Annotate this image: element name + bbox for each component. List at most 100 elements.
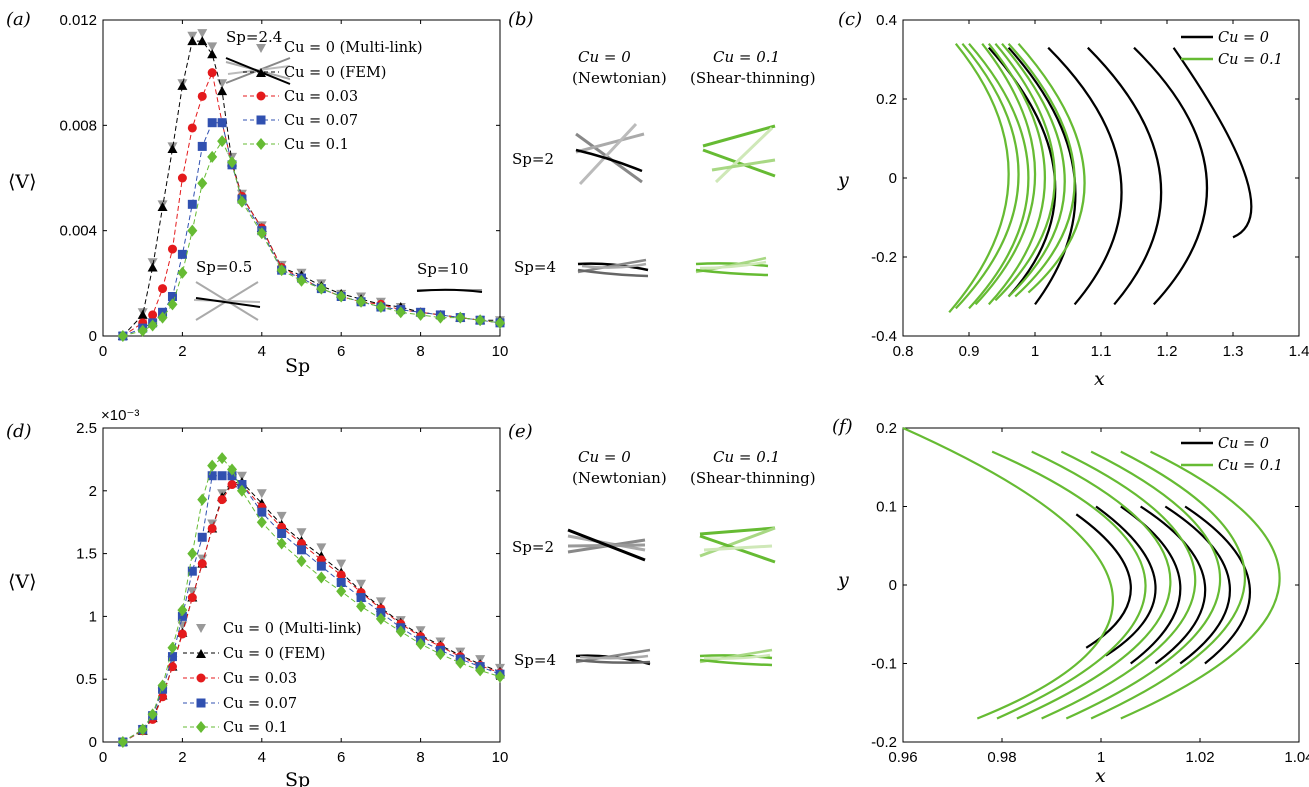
panel-f-ylabel: y — [837, 569, 849, 591]
data-point — [227, 156, 238, 169]
legend-label-cu007-d: Cu = 0.07 — [223, 696, 297, 712]
data-point — [197, 493, 208, 506]
inset-shape-sp05: Sp=0.5 — [193, 258, 261, 321]
data-point — [147, 708, 158, 721]
panel-e-col2-title: Cu = 0.1 — [713, 448, 780, 466]
data-point — [177, 266, 188, 279]
data-point — [336, 290, 347, 303]
panel-f-xlabel: x — [1095, 765, 1106, 787]
panel-b-col2-title: Cu = 0.1 — [713, 48, 780, 66]
data-point — [147, 262, 158, 272]
shape-b-shearthinning-sp4 — [695, 256, 769, 277]
x-tick-label: 1.1 — [1091, 343, 1112, 360]
data-point — [276, 511, 287, 521]
series-cu-0-07 — [118, 471, 505, 747]
panel-c-xlabel: x — [1094, 368, 1105, 390]
data-point — [336, 585, 347, 598]
data-point — [167, 652, 177, 662]
data-point — [197, 141, 207, 151]
data-point — [336, 559, 347, 569]
data-point — [137, 723, 148, 736]
x-tick-label: 0 — [99, 749, 107, 766]
y-tick-label: 1 — [89, 608, 97, 625]
panel-f-series — [902, 426, 1281, 720]
data-point — [336, 570, 346, 580]
series-line — [122, 40, 500, 337]
y-tick-label: 0 — [89, 734, 97, 751]
trajectory-curve — [1016, 450, 1172, 720]
trajectory-curve — [1140, 505, 1207, 665]
legend-item-cu01: Cu = 0.1 — [243, 137, 349, 153]
x-tick-label: 4 — [258, 749, 266, 766]
y-tick-label: 0.1 — [876, 499, 897, 516]
x-tick-label: 2 — [178, 749, 186, 766]
x-tick-label: 1.04 — [1284, 749, 1309, 766]
x-tick-label: 0 — [99, 343, 107, 360]
legend-item-fem-d: Cu = 0 (FEM) — [183, 646, 325, 662]
data-point — [256, 489, 267, 499]
data-point — [455, 311, 466, 324]
panel-b-col2-sub: (Shear-thinning) — [690, 69, 816, 87]
panel-d-exponent: ×10⁻³ — [101, 407, 139, 424]
data-point — [187, 224, 198, 237]
data-point — [137, 324, 148, 337]
data-point — [395, 625, 406, 638]
panel-b-col1-title: Cu = 0 — [578, 48, 631, 66]
panel-a-series — [117, 29, 505, 342]
data-point — [356, 295, 367, 308]
data-point — [187, 547, 198, 560]
data-point — [316, 561, 326, 571]
legend-label-fem: Cu = 0 (FEM) — [284, 65, 386, 81]
shape-b-newtonian-sp2 — [575, 122, 645, 186]
trajectory-curve — [994, 42, 1056, 302]
legend-label-multilink: Cu = 0 (Multi-link) — [284, 40, 423, 56]
legend-label-cu003-d: Cu = 0.03 — [223, 671, 297, 687]
panel-c-ylabel: y — [837, 169, 849, 191]
data-point — [376, 608, 386, 618]
data-point — [187, 199, 197, 209]
series-cu-0-1 — [117, 135, 505, 342]
data-point — [207, 118, 217, 128]
data-point — [415, 308, 426, 321]
data-point — [495, 670, 505, 683]
panel-e-shapes: Cu = 0 (Newtonian) Cu = 0.1 (Shear-thinn… — [512, 448, 816, 669]
data-point — [495, 316, 505, 329]
trajectory-curve — [1001, 42, 1066, 298]
trajectory-curve — [1047, 46, 1123, 306]
panel-e-col1-title: Cu = 0 — [578, 448, 631, 466]
data-point — [297, 545, 306, 555]
data-point — [157, 201, 168, 211]
data-point — [375, 597, 386, 607]
data-point — [217, 471, 227, 481]
x-tick-label: 1 — [1031, 343, 1039, 360]
y-tick-label: -0.2 — [871, 734, 897, 751]
y-tick-label: -0.4 — [871, 328, 897, 345]
data-point — [207, 459, 218, 472]
legend-label-c-cu01: Cu = 0.1 — [1218, 52, 1283, 68]
data-point — [167, 298, 178, 311]
y-tick-label: 0 — [889, 170, 897, 187]
trajectory-curve — [1133, 46, 1209, 306]
legend-label-c-cu0: Cu = 0 — [1218, 30, 1269, 46]
annotation-sp10: Sp=10 — [417, 260, 469, 278]
trajectory-curve — [1095, 505, 1157, 657]
legend-item-multilink: Cu = 0 (Multi-link) — [256, 40, 423, 56]
series-line — [122, 122, 501, 337]
trajectory-curve — [1007, 42, 1076, 298]
data-point — [375, 301, 386, 314]
series-line — [122, 457, 501, 743]
panel-f-axes-box — [902, 427, 1300, 743]
legend-item-cu01-d: Cu = 0.1 — [183, 720, 288, 736]
shape-e-newtonian-sp2 — [567, 528, 646, 562]
inset-shape-sp10: Sp=10 — [416, 260, 483, 293]
y-tick-label: 0.4 — [876, 12, 897, 29]
data-point — [117, 736, 128, 748]
data-point — [296, 555, 307, 568]
data-point — [256, 227, 267, 240]
panel-e-row2: Sp=4 — [514, 651, 556, 669]
data-point — [148, 310, 158, 320]
data-point — [237, 480, 247, 490]
x-tick-label: 6 — [337, 343, 345, 360]
legend-label-fem-d: Cu = 0 (FEM) — [223, 646, 325, 662]
panel-b-col1-sub: (Newtonian) — [572, 69, 667, 87]
